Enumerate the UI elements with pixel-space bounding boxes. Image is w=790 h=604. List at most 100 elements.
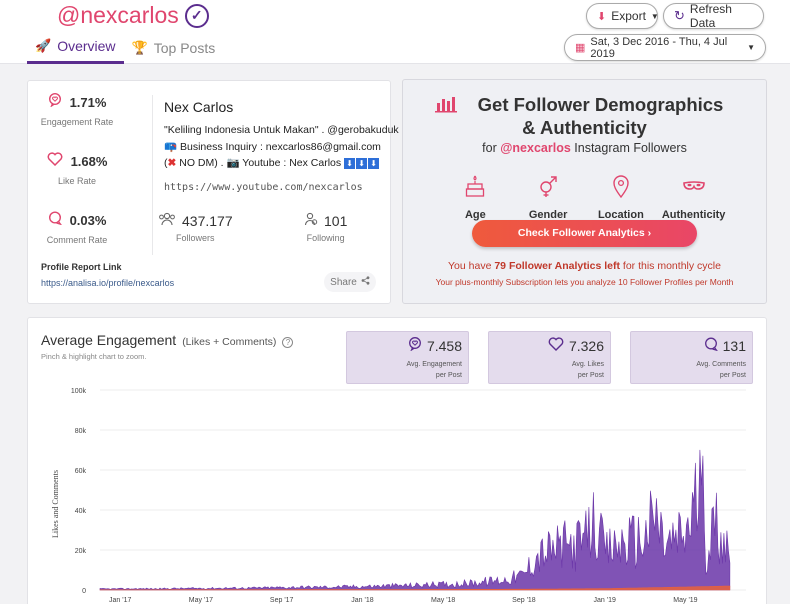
kpi-value: 7.458 — [426, 337, 462, 354]
sub-prefix: for — [482, 141, 497, 155]
left-suffix: for this monthly cycle — [622, 260, 721, 272]
kpi-avg-engagement: 7.458 Avg. Engagement per Post — [346, 331, 469, 384]
kpi-label-line1: Avg. Engagement — [406, 361, 462, 368]
arrow-down-icon: ⬇ — [344, 157, 356, 169]
y-tick-label: 100k — [71, 388, 87, 395]
followers-count: 437.177 — [182, 212, 233, 229]
profile-card: 1.71% Engagement Rate 1.68% Like Rate 0.… — [27, 80, 399, 304]
sub-suffix: Instagram Followers — [574, 141, 687, 155]
user-follow-icon — [304, 212, 318, 229]
profile-report-link-label: Profile Report Link — [41, 262, 122, 272]
profile-website-link[interactable]: https://www.youtube.com/nexcarlos — [164, 182, 363, 193]
trophy-icon: 🏆 — [131, 39, 148, 55]
export-button[interactable]: ⬇ Export ▼ — [586, 3, 659, 29]
profile-handle-title: @nexcarlos ✓ — [57, 2, 209, 29]
bio-paren: ( — [164, 157, 168, 169]
refresh-icon: ↻ — [674, 8, 685, 23]
comment-rate-value: 0.03% — [69, 213, 107, 228]
following-count: 101 — [324, 212, 348, 229]
engagement-icon — [408, 337, 422, 354]
like-rate-value: 1.68% — [70, 154, 108, 169]
followers-label: Followers — [176, 233, 215, 243]
sub-handle: @nexcarlos — [500, 141, 571, 155]
feature-location-label: Location — [597, 209, 644, 221]
kpi-avg-likes: 7.326 Avg. Likes per Post — [488, 331, 611, 384]
bio-line: "Keliling Indonesia Untuk Makan" . @gero… — [164, 124, 399, 136]
comment-icon — [48, 211, 62, 230]
export-label: Export — [611, 9, 646, 23]
kpi-label-line1: Avg. Comments — [696, 361, 746, 368]
kpi-label-line2: per Post — [435, 372, 462, 379]
bio-business-inquiry: Business Inquiry : nexcarlos86@gmail.com — [180, 140, 381, 153]
profile-report-link[interactable]: https://analisa.io/profile/nexcarlos — [41, 278, 175, 288]
profile-name: Nex Carlos — [164, 99, 234, 115]
share-button[interactable]: Share — [324, 272, 376, 292]
series-likes-area — [99, 449, 731, 591]
engagement-rate-value: 1.71% — [69, 95, 107, 110]
check-follower-analytics-button[interactable]: Check Follower Analytics › — [472, 220, 697, 247]
y-tick-label: 40k — [75, 508, 87, 515]
bio-youtube: Youtube : Nex Carlos — [242, 157, 342, 169]
engagement-subtitle: (Likes + Comments) — [182, 336, 277, 348]
x-tick-label: Jan '18 — [351, 597, 373, 604]
refresh-data-button[interactable]: ↻ Refresh Data — [663, 2, 764, 30]
demographics-features: Age Gender Location Authenticity — [439, 174, 730, 221]
engagement-chart[interactable]: 0 20k 40k 60k 80k 100k Jan '17 May '17 Sep '17 Ja… — [28, 374, 766, 604]
kpi-label-line2: per Post — [719, 372, 746, 379]
y-tick-label: 20k — [75, 548, 87, 555]
like-rate-label: Like Rate — [57, 176, 97, 186]
chart-series — [99, 449, 731, 591]
following-stat: 101 Following — [304, 212, 347, 243]
feature-authenticity: Authenticity — [657, 174, 730, 221]
tab-top-posts[interactable]: 🏆 Top Posts — [124, 34, 224, 64]
caret-down-icon: ▼ — [747, 43, 755, 52]
following-label: Following — [306, 233, 345, 243]
feature-gender-label: Gender — [528, 209, 568, 221]
tab-top-posts-label: Top Posts — [153, 39, 216, 56]
feature-authenticity-label: Authenticity — [661, 209, 726, 221]
date-range-picker[interactable]: ▦ Sat, 3 Dec 2016 - Thu, 4 Jul 2019 ▼ — [564, 34, 766, 61]
location-pin-icon — [612, 174, 630, 203]
date-range-label: Sat, 3 Dec 2016 - Thu, 4 Jul 2019 — [590, 35, 728, 60]
share-label: Share — [330, 276, 357, 288]
help-icon[interactable]: ? — [282, 337, 294, 348]
analytics-left-notice: You have 79 Follower Analytics left for … — [403, 260, 766, 272]
heart-icon — [47, 152, 63, 171]
bio-no-dm: NO DM) . — [179, 157, 224, 169]
left-count: 79 Follower Analytics left — [494, 260, 620, 272]
average-engagement-card: Average Engagement (Likes + Comments) ? … — [27, 317, 767, 604]
cake-icon — [465, 174, 485, 203]
share-icon — [361, 276, 370, 288]
kpi-label-line2: per Post — [577, 372, 604, 379]
engagement-title: Average Engagement (Likes + Comments) ? — [41, 332, 294, 348]
divider — [152, 95, 153, 255]
subscription-note: Your plus-monthly Subscription lets you … — [435, 277, 734, 287]
arrow-down-icon: ⬇ — [368, 157, 380, 169]
feature-age: Age — [439, 174, 512, 221]
y-tick-label: 0 — [82, 588, 86, 595]
engagement-title-text: Average Engagement — [41, 332, 177, 348]
profile-tabs: 🚀 Overview 🏆 Top Posts — [27, 34, 223, 64]
mask-icon — [682, 174, 706, 203]
heart-icon — [548, 337, 564, 354]
x-tick-label: Jan '19 — [594, 597, 616, 604]
demographics-card: Get Follower Demographics & Authenticity… — [402, 79, 767, 304]
bio-line: (✖ NO DM) . 📷 Youtube : Nex Carlos ⬇ ⬇ ⬇ — [164, 155, 414, 172]
chevron-right-icon: › — [647, 227, 652, 239]
x-tick-label: May '19 — [673, 597, 697, 604]
feature-gender: Gender — [512, 174, 585, 221]
y-tick-label: 80k — [75, 428, 87, 435]
y-tick-label: 60k — [75, 468, 87, 475]
kpi-value: 131 — [722, 337, 746, 354]
series-comments-area — [99, 585, 731, 591]
left-prefix: You have — [448, 260, 492, 272]
kpi-label: Avg. Comments per Post — [696, 359, 746, 381]
tab-overview-label: Overview — [57, 38, 116, 54]
demographics-title-line1: Get Follower Demographics — [477, 94, 724, 115]
tab-overview[interactable]: 🚀 Overview — [27, 34, 124, 64]
x-tick-label: Sep '18 — [512, 597, 536, 604]
engagement-icon — [48, 92, 62, 112]
x-tick-label: Sep '17 — [270, 597, 294, 604]
calendar-icon: ▦ — [575, 42, 586, 54]
feature-location: Location — [585, 174, 658, 221]
